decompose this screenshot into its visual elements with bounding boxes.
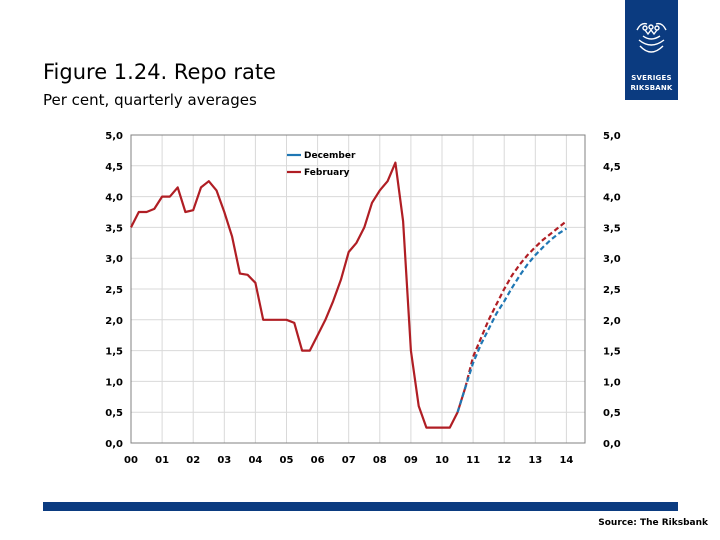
series-line-february-dashed [464, 220, 568, 388]
x-tick-label: 04 [248, 455, 262, 466]
y-tick-label-right: 2,0 [603, 316, 621, 327]
x-tick-label: 11 [466, 455, 480, 466]
series-line-february-solid [130, 161, 467, 429]
x-tick-label: 01 [155, 455, 169, 466]
logo: SVERIGES RIKSBANK [625, 0, 678, 100]
x-tick-label: 00 [124, 455, 138, 466]
y-tick-label-left: 1,0 [105, 377, 123, 388]
y-tick-label-right: 5,0 [603, 131, 621, 142]
footer-bar [43, 502, 678, 511]
y-tick-label-left: 4,5 [105, 162, 123, 173]
y-tick-label-right: 0,0 [603, 439, 621, 450]
y-tick-label-right: 2,5 [603, 285, 621, 296]
series-line-december-dashed [456, 227, 567, 413]
legend-label: December [304, 151, 356, 161]
x-tick-label: 03 [217, 455, 231, 466]
page-title: Figure 1.24. Repo rate [43, 60, 276, 84]
y-tick-label-left: 1,5 [105, 347, 123, 358]
x-tick-label: 08 [373, 455, 387, 466]
y-tick-label-right: 4,5 [603, 162, 621, 173]
x-tick-label: 07 [342, 455, 356, 466]
x-tick-label: 10 [435, 455, 449, 466]
x-tick-label: 05 [280, 455, 294, 466]
y-tick-label-right: 1,5 [603, 347, 621, 358]
source-note: Source: The Riksbank [598, 518, 708, 528]
x-tick-label: 14 [559, 455, 573, 466]
y-tick-label-left: 0,0 [105, 439, 123, 450]
plot-frame [130, 134, 586, 444]
page-subtitle: Per cent, quarterly averages [43, 91, 257, 109]
legend-label: February [304, 168, 350, 178]
y-tick-label-right: 3,5 [603, 223, 621, 234]
y-tick-label-left: 3,0 [105, 254, 123, 265]
logo-line-1: SVERIGES [631, 74, 672, 82]
y-tick-label-right: 4,0 [603, 193, 621, 204]
x-tick-label: 02 [186, 455, 200, 466]
x-tick-label: 12 [497, 455, 511, 466]
y-tick-label-left: 3,5 [105, 223, 123, 234]
y-tick-label-right: 3,0 [603, 254, 621, 265]
y-tick-label-left: 2,5 [105, 285, 123, 296]
x-tick-label: 09 [404, 455, 418, 466]
y-tick-label-right: 0,5 [603, 408, 621, 419]
y-tick-label-left: 0,5 [105, 408, 123, 419]
logo-line-2: RIKSBANK [630, 84, 673, 92]
y-tick-label-left: 2,0 [105, 316, 123, 327]
y-tick-label-left: 4,0 [105, 193, 123, 204]
y-tick-label-right: 1,0 [603, 377, 621, 388]
x-tick-label: 06 [311, 455, 325, 466]
crown-emblem-icon [636, 22, 667, 53]
y-tick-label-left: 5,0 [105, 131, 123, 142]
x-tick-label: 13 [528, 455, 542, 466]
